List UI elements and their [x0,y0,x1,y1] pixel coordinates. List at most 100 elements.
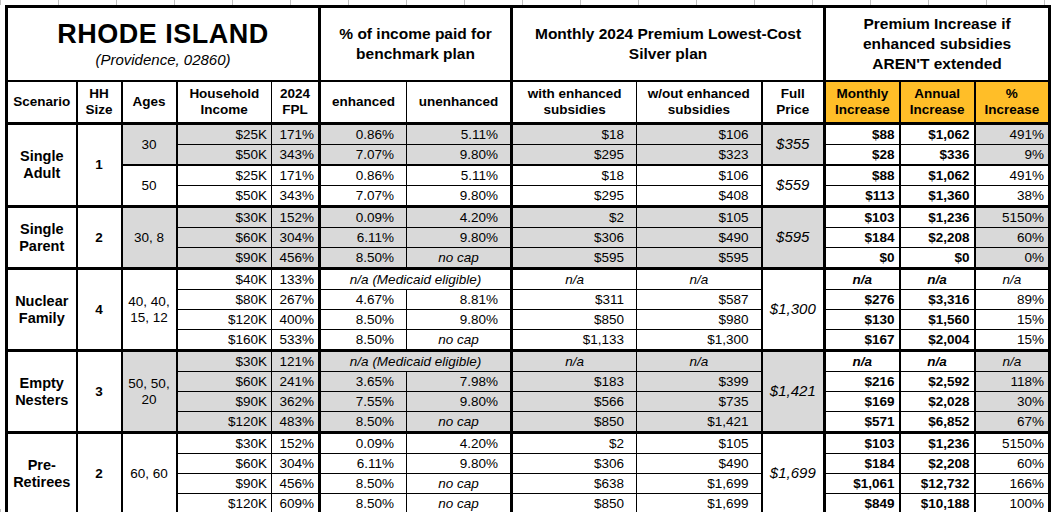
cell-enhanced: 0.09% [320,207,407,228]
cell-ages: 30 [122,124,177,166]
cell-hh-size: 1 [77,124,122,207]
cell-wout-subsidies: $1,421 [637,412,762,433]
cell-annual-increase: $1,236 [900,207,975,228]
cell-pct-increase: 15% [975,330,1050,351]
cell-monthly-increase: $216 [825,372,900,392]
table-body: Single Adult 1 30 $25K 171% 0.86% 5.11% … [7,124,1050,512]
cell-fpl: 456% [272,474,320,494]
screenshot-root: RHODE ISLAND (Providence, 02860) % of in… [0,0,1053,512]
cell-scenario: Empty Nesters [7,351,77,433]
cell-monthly-increase: $184 [825,454,900,474]
cell-with-subsidies: $2 [512,207,637,228]
cell-medicaid-note: n/a (Medicaid eligible) [320,351,512,372]
table-row: Empty Nesters 3 50, 50, 20 $30K 121% n/a… [7,351,1050,372]
cell-hh-size: 3 [77,351,122,433]
cell-wout-subsidies: $1,699 [637,494,762,512]
cell-income: $60K [177,228,272,248]
cell-income: $90K [177,392,272,412]
cell-income: $30K [177,207,272,228]
cell-pct-increase: 15% [975,310,1050,330]
cell-annual-increase: $2,004 [900,330,975,351]
table-row: Nuclear Family 4 40, 40, 15, 12 $40K 133… [7,269,1050,290]
cell-monthly-increase: $184 [825,228,900,248]
cell-with-subsidies: $850 [512,310,637,330]
cell-income: $40K [177,269,272,290]
location-subtitle: (Providence, 02860) [12,52,314,69]
cell-income: $50K [177,145,272,166]
cell-fpl: 533% [272,330,320,351]
cell-wout-subsidies: n/a [637,351,762,372]
cell-enhanced: 0.86% [320,165,407,186]
cell-annual-increase: n/a [900,269,975,290]
cell-unenhanced: 4.20% [407,207,512,228]
cell-annual-increase: $6,852 [900,412,975,433]
cell-monthly-increase: $0 [825,248,900,269]
cell-income: $30K [177,433,272,454]
cell-wout-subsidies: $735 [637,392,762,412]
cell-monthly-increase: $167 [825,330,900,351]
cell-hh-size: 2 [77,433,122,512]
cell-fpl: 152% [272,433,320,454]
cell-with-subsidies: $850 [512,412,637,433]
cell-monthly-increase: $276 [825,290,900,310]
cell-unenhanced: no cap [407,494,512,512]
cell-wout-subsidies: $980 [637,310,762,330]
cell-unenhanced: 9.80% [407,186,512,207]
cell-income: $160K [177,330,272,351]
cell-fpl: 121% [272,351,320,372]
cell-annual-increase: $2,208 [900,454,975,474]
col-header-enhanced: enhanced [320,81,407,124]
cell-enhanced: 7.07% [320,186,407,207]
cell-scenario: Nuclear Family [7,269,77,351]
cell-pct-increase: 491% [975,124,1050,145]
cell-monthly-increase: $169 [825,392,900,412]
cell-monthly-increase: $849 [825,494,900,512]
cell-pct-increase: 67% [975,412,1050,433]
cell-annual-increase: n/a [900,351,975,372]
cell-enhanced: 7.55% [320,392,407,412]
cell-fpl: 171% [272,124,320,145]
cell-annual-increase: $336 [900,145,975,166]
cell-income: $50K [177,186,272,207]
cell-fpl: 343% [272,145,320,166]
cell-unenhanced: no cap [407,412,512,433]
cell-full-price: $355 [762,124,825,166]
cell-fpl: 241% [272,372,320,392]
cell-unenhanced: 9.80% [407,145,512,166]
cell-fpl: 152% [272,207,320,228]
cell-monthly-increase: $130 [825,310,900,330]
cell-wout-subsidies: $1,300 [637,330,762,351]
cell-pct-increase: 30% [975,392,1050,412]
cell-wout-subsidies: $105 [637,207,762,228]
cell-wout-subsidies: $1,699 [637,474,762,494]
cell-income: $120K [177,310,272,330]
cell-full-price: $595 [762,207,825,269]
cell-with-subsidies: $295 [512,145,637,166]
cell-annual-increase: $0 [900,248,975,269]
cell-fpl: 483% [272,412,320,433]
cell-income: $60K [177,454,272,474]
cell-enhanced: 8.50% [320,330,407,351]
cell-with-subsidies: $595 [512,248,637,269]
cell-fpl: 400% [272,310,320,330]
cell-scenario: Single Adult [7,124,77,207]
cell-annual-increase: $1,236 [900,433,975,454]
cell-wout-subsidies: $595 [637,248,762,269]
cell-unenhanced: 8.81% [407,290,512,310]
cell-fpl: 267% [272,290,320,310]
col-header-annual-increase: Annual Increase [900,81,975,124]
cell-wout-subsidies: $490 [637,228,762,248]
cell-pct-increase: 166% [975,474,1050,494]
state-title: RHODE ISLAND [12,19,314,49]
cell-income: $25K [177,165,272,186]
cell-monthly-increase: $28 [825,145,900,166]
cell-enhanced: 6.11% [320,228,407,248]
cell-pct-increase: 38% [975,186,1050,207]
cell-income: $60K [177,372,272,392]
table-row: Pre-Retirees 2 60, 60 $30K 152% 0.09% 4.… [7,433,1050,454]
cell-enhanced: 0.09% [320,433,407,454]
cell-with-subsidies: $311 [512,290,637,310]
cell-fpl: 304% [272,454,320,474]
cell-monthly-increase: $103 [825,433,900,454]
cell-pct-increase: 9% [975,145,1050,166]
